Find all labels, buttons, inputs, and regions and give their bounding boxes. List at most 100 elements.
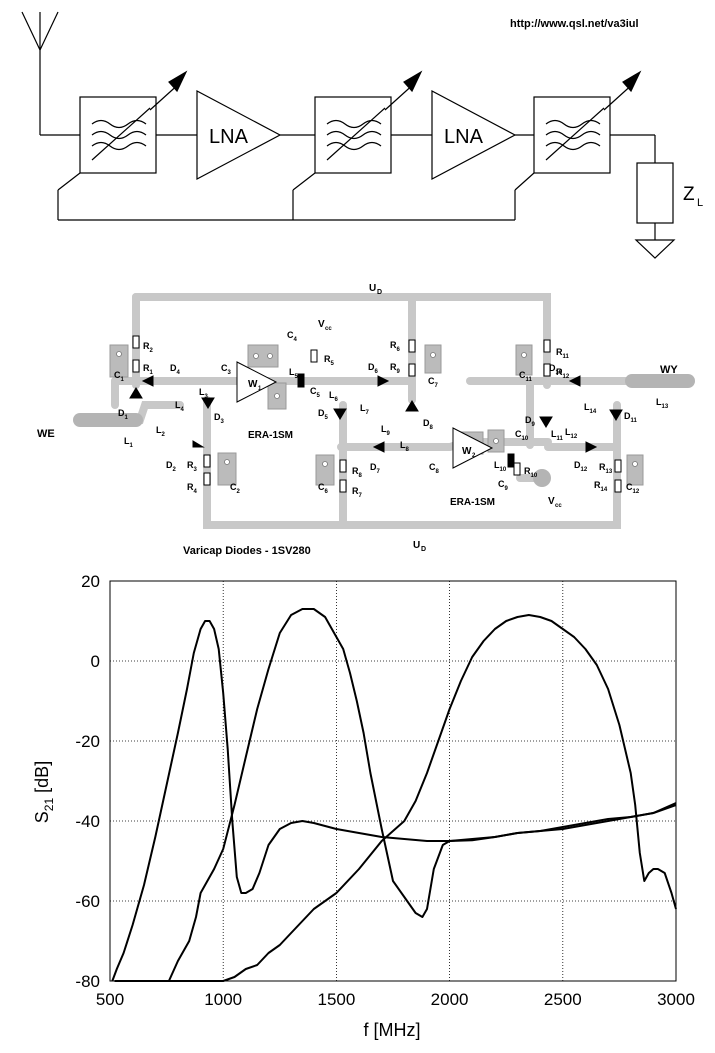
component-label-d10: D10 [549, 363, 563, 376]
component-type: L [494, 460, 500, 470]
component-label-d11: D11 [624, 411, 638, 424]
component-index: 1 [125, 415, 129, 421]
lna-1-label: LNA [209, 126, 249, 148]
component-type: R [187, 482, 194, 492]
component-label-c12: C12 [626, 482, 640, 495]
tunable-filter-3 [533, 70, 642, 174]
component-index: 4 [181, 407, 185, 413]
antenna-icon [21, 11, 59, 135]
component-label-r5: R5 [324, 354, 335, 367]
component-type: C [221, 363, 228, 373]
x-tick-label: 1500 [317, 990, 355, 1009]
lna-2-label: LNA [444, 126, 484, 148]
component-type: C [230, 482, 237, 492]
x-tick-label: 3000 [657, 990, 695, 1009]
component-index: 8 [406, 447, 410, 453]
y-tick-label: -80 [75, 972, 100, 991]
component-index: 10 [531, 473, 538, 479]
ud-bottom-label: U [413, 540, 420, 551]
varicap-note: Varicap Diodes - 1SV280 [183, 545, 311, 557]
component-label-c2: C2 [230, 482, 241, 495]
component-label-d9: D9 [525, 415, 536, 428]
tunable-filter-1 [79, 70, 188, 174]
tunable-filter-2 [314, 70, 423, 174]
component-label-c4: C4 [287, 330, 298, 343]
component-type: R [390, 362, 397, 372]
component-type: C [287, 330, 294, 340]
series-line-2 [114, 608, 677, 982]
component-type: D [525, 415, 532, 425]
component-type: D [118, 408, 125, 418]
amp1-model: ERA-1SM [248, 430, 293, 441]
component-index: 7 [359, 493, 363, 499]
component-index: 11 [631, 418, 638, 424]
series-line-3 [114, 614, 677, 982]
component-index: 13 [662, 404, 669, 410]
component-index: 14 [601, 487, 608, 493]
component-index: 5 [331, 361, 335, 367]
component-index: 2 [150, 348, 154, 354]
ground-icon [634, 239, 676, 259]
component-index: 5 [325, 415, 329, 421]
component-label-l7: L7 [360, 403, 370, 416]
component-index: 8 [436, 469, 440, 475]
component-label-r8: R8 [352, 466, 363, 479]
component-label-l8: L8 [400, 440, 410, 453]
component-index: 9 [532, 422, 536, 428]
component-index: 6 [375, 369, 379, 375]
component-label-l2: L2 [156, 425, 166, 438]
component-type: R [352, 466, 359, 476]
component-type: D [166, 460, 173, 470]
component-type: L [156, 425, 162, 435]
component-type: L [551, 429, 557, 439]
vcc2-label: V [548, 496, 555, 507]
component-index: 2 [162, 432, 166, 438]
component-type: C [428, 376, 435, 386]
component-type: R [556, 367, 563, 377]
component-label-l9: L9 [381, 424, 391, 437]
grid-lines [110, 581, 676, 981]
component-label-c9: C9 [498, 479, 509, 492]
x-tick-label: 1000 [204, 990, 242, 1009]
vcc1-label: V [318, 319, 325, 330]
y-tick-label: -60 [75, 892, 100, 911]
component-type: L [199, 387, 205, 397]
component-type: R [594, 480, 601, 490]
component-index: 6 [397, 347, 401, 353]
component-type: C [318, 482, 325, 492]
component-type: L [124, 436, 130, 446]
component-type: L [381, 424, 387, 434]
ud-top-label: U [369, 283, 376, 294]
component-type: C [519, 370, 526, 380]
component-index: 11 [557, 436, 564, 442]
component-type: R [352, 486, 359, 496]
component-label-r6: R6 [390, 340, 401, 353]
component-label-l4: L4 [175, 400, 185, 413]
component-type: C [498, 479, 505, 489]
load-label-sub: L [697, 197, 703, 209]
component-type: D [549, 363, 556, 373]
component-label-r3: R3 [187, 460, 198, 473]
component-index: 10 [522, 436, 529, 442]
component-type: L [656, 397, 662, 407]
component-type: R [524, 466, 531, 476]
component-type: D [370, 462, 377, 472]
component-index: 3 [194, 467, 198, 473]
x-tick-label: 2000 [431, 990, 469, 1009]
vcc2-label-sub: cc [555, 503, 562, 509]
component-label-c11: C11 [519, 370, 533, 383]
component-label-d6: D6 [368, 362, 379, 375]
component-label-d1: D1 [118, 408, 129, 421]
component-type: C [310, 386, 317, 396]
component-type: C [429, 462, 436, 472]
component-label-l12: L12 [565, 427, 578, 440]
amp2-ref-sub: 2 [472, 453, 476, 459]
component-index: 7 [435, 383, 439, 389]
component-label-r14: R14 [594, 480, 608, 493]
component-type: D [214, 412, 221, 422]
component-label-l5: L5 [289, 367, 299, 380]
component-index: 4 [194, 489, 198, 495]
component-type: L [400, 440, 406, 450]
component-label-d8: D8 [423, 418, 434, 431]
